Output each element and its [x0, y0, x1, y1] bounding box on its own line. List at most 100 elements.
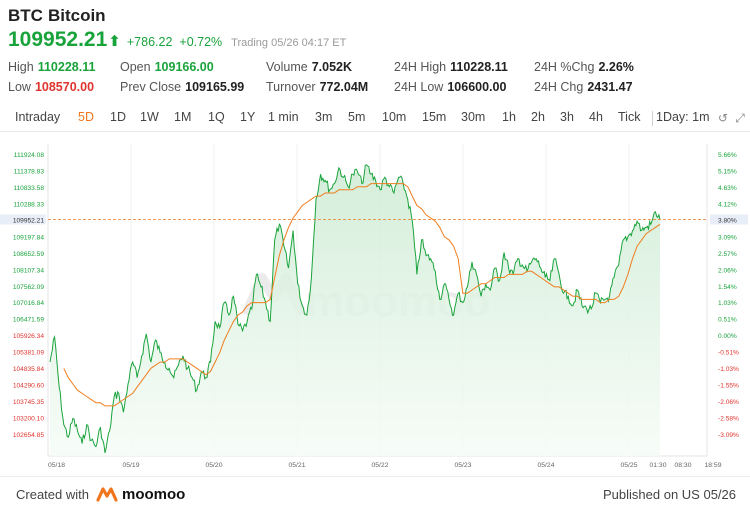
stat-24h-pctchg: 24H %Chg 2.26% — [534, 60, 634, 74]
x-tick-label: 05/25 — [620, 462, 637, 469]
average-price-line — [63, 183, 661, 407]
y-tick-left: 110833.58 — [13, 185, 44, 192]
created-with-label: Created with — [16, 487, 89, 502]
ticker: BTC — [8, 6, 43, 25]
y-tick-right: -2.58% — [718, 416, 739, 423]
tab-3m[interactable]: 3m — [315, 110, 333, 124]
tab-1min[interactable]: 1 min — [268, 110, 299, 124]
y-tick-left: 103745.35 — [13, 399, 45, 406]
x-tick-label: 05/19 — [122, 462, 139, 469]
current-pct-tag-bg — [710, 214, 748, 225]
y-tick-left: 105926.34 — [13, 333, 45, 340]
tab-1y[interactable]: 1Y — [240, 110, 256, 124]
tab-4h[interactable]: 4h — [589, 110, 603, 124]
tab-2h[interactable]: 2h — [531, 110, 545, 124]
y-tick-left: 111378.83 — [14, 168, 45, 175]
tab-intraday[interactable]: Intraday — [15, 110, 61, 124]
y-tick-left: 107562.09 — [13, 284, 45, 291]
stat-volume: Volume 7.052K — [266, 60, 353, 74]
expand-icon[interactable]: ⤢ — [735, 111, 745, 125]
current-pct-tag: 3.80% — [718, 218, 737, 225]
y-tick-left: 105381.09 — [13, 350, 45, 357]
chart-svg: 111924.08111378.83110833.58110288.331097… — [0, 144, 748, 469]
x-tick-label: 05/23 — [454, 462, 471, 469]
y-tick-left: 108107.34 — [13, 267, 45, 274]
y-tick-left: 104835.84 — [13, 366, 45, 373]
y-tick-right: 2.57% — [718, 251, 737, 258]
y-tick-right: 1.03% — [718, 300, 737, 307]
x-tick-label: 05/22 — [371, 462, 388, 469]
tab-10m[interactable]: 10m — [382, 110, 407, 124]
stat-24h-low: 24H Low 106600.00 — [394, 80, 507, 94]
stats-panel: High 110228.11 Low 108570.00 Open 109166.00… — [8, 60, 748, 100]
quote-header: BTC Bitcoin 109952.21 ⬆ +786.22 +0.72% Tr… — [8, 6, 742, 54]
y-tick-right: -1.55% — [718, 383, 739, 390]
y-tick-left: 103200.10 — [13, 416, 45, 423]
tab-3h[interactable]: 3h — [560, 110, 574, 124]
x-tick-label: 18:59 — [704, 462, 721, 469]
asset-name: Bitcoin — [47, 6, 106, 25]
tab-tick[interactable]: Tick — [618, 110, 641, 124]
footer: Created with moomoo Published on US 05/2… — [0, 477, 750, 514]
y-tick-left: 110288.33 — [13, 201, 44, 208]
y-tick-right: 1.54% — [718, 284, 737, 291]
tab-5m[interactable]: 5m — [348, 110, 366, 124]
tab-30m[interactable]: 30m — [461, 110, 486, 124]
y-tick-right: 0.51% — [718, 317, 737, 324]
moomoo-logo-icon — [96, 487, 118, 502]
price-line: 109952.21 ⬆ +786.22 +0.72% Trading 05/26… — [8, 28, 742, 54]
period-tabs: Intraday 5D 1D 1W 1M 1Q 1Y 1 min 3m 5m 1… — [0, 110, 750, 128]
arrow-up-icon: ⬆ — [108, 33, 121, 50]
tab-5d[interactable]: 5D — [78, 110, 94, 124]
tab-1d[interactable]: 1D — [110, 110, 126, 124]
tab-1q[interactable]: 1Q — [208, 110, 225, 124]
stat-high: High 110228.11 — [8, 60, 96, 74]
tab-15m[interactable]: 15m — [422, 110, 447, 124]
tab-1w[interactable]: 1W — [140, 110, 159, 124]
trading-status: Trading 05/26 04:17 ET — [231, 37, 347, 49]
y-tick-right: -2.06% — [718, 399, 739, 406]
x-tick-label: 01:30 — [649, 462, 666, 469]
y-tick-right: 5.15% — [718, 168, 737, 175]
y-tick-left: 111924.08 — [14, 152, 45, 159]
current-price-tag: 109952.21 — [13, 218, 45, 225]
stat-24h-high: 24H High 110228.11 — [394, 60, 508, 74]
y-tick-right: 3.09% — [718, 234, 737, 241]
tab-1m[interactable]: 1M — [174, 110, 192, 124]
price-area-fill — [50, 164, 660, 457]
stat-low: Low 108570.00 — [8, 80, 95, 94]
y-tick-right: 5.66% — [718, 152, 737, 159]
last-price: 109952.21 — [8, 28, 108, 51]
y-tick-right: 0.00% — [718, 333, 737, 340]
stat-prev-close: Prev Close 109165.99 — [120, 80, 245, 94]
tabs-divider — [0, 131, 750, 132]
interval-selector[interactable]: 1Day: 1m — [656, 110, 710, 124]
footer-divider — [0, 476, 750, 477]
y-tick-left: 106471.59 — [13, 317, 45, 324]
y-tick-right: -0.51% — [718, 350, 739, 357]
published-date: Published on US 05/26 — [603, 487, 736, 502]
price-change: +786.22 — [126, 35, 173, 49]
x-tick-label: 05/24 — [537, 462, 554, 469]
price-chart[interactable]: 111924.08111378.83110833.58110288.331097… — [0, 138, 750, 474]
y-tick-right: -3.09% — [718, 432, 739, 439]
current-price-tag-bg — [0, 214, 46, 225]
stat-open: Open 109166.00 — [120, 60, 214, 74]
x-tick-label: 05/18 — [48, 462, 65, 469]
y-tick-right: 4.12% — [718, 201, 737, 208]
tab-1h[interactable]: 1h — [502, 110, 516, 124]
y-tick-left: 108652.59 — [13, 251, 45, 258]
undo-icon[interactable]: ↺ — [717, 111, 729, 125]
x-tick-label: 05/20 — [205, 462, 222, 469]
y-tick-right: -1.03% — [718, 366, 739, 373]
y-tick-right: 2.06% — [718, 267, 737, 274]
stat-24h-chg: 24H Chg 2431.47 — [534, 80, 633, 94]
price-line — [49, 164, 661, 454]
y-tick-left: 109197.84 — [13, 234, 45, 241]
brand-name: moomoo — [122, 485, 186, 503]
moomoo-logo: moomoo — [96, 484, 185, 504]
x-tick-label: 08:30 — [674, 462, 691, 469]
title: BTC Bitcoin — [8, 6, 742, 28]
price-change-pct: +0.72% — [179, 35, 223, 49]
y-tick-left: 104290.60 — [13, 383, 45, 390]
